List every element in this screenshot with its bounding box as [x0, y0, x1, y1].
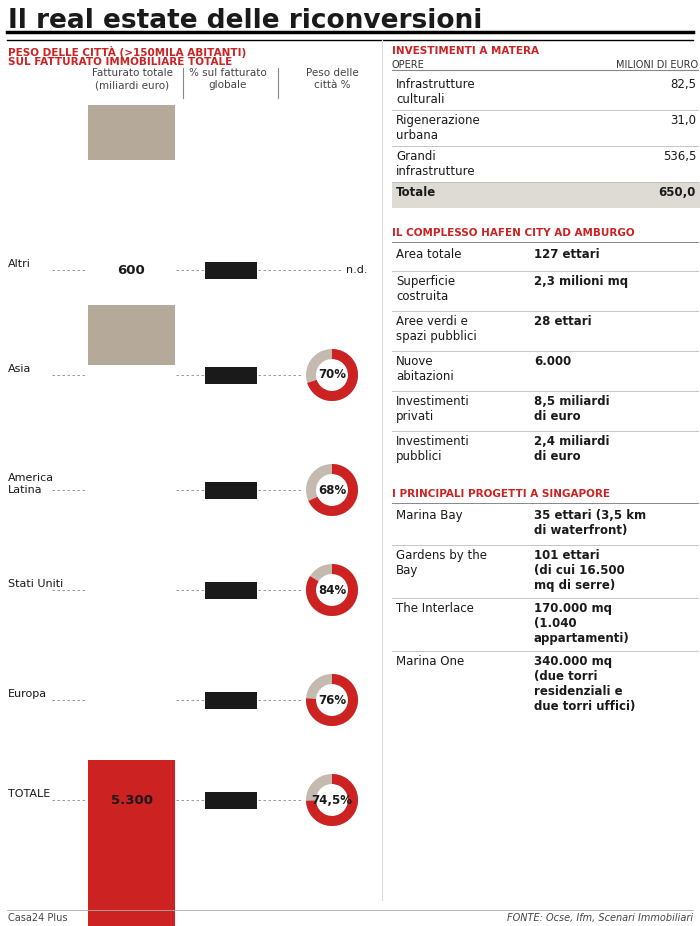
Text: Infrastrutture
culturali: Infrastrutture culturali — [396, 78, 475, 106]
Text: 31,0: 31,0 — [670, 114, 696, 127]
Bar — [88, 760, 175, 926]
Text: 5.300: 5.300 — [111, 794, 153, 807]
Bar — [205, 582, 257, 598]
Text: MILIONI DI EURO: MILIONI DI EURO — [616, 60, 698, 70]
Text: Altri: Altri — [8, 259, 31, 269]
Text: Europa: Europa — [8, 689, 47, 699]
Text: 8,5%: 8,5% — [216, 492, 246, 502]
Bar — [205, 482, 257, 498]
Text: 1.350: 1.350 — [111, 694, 153, 707]
Text: Investimenti
pubblici: Investimenti pubblici — [396, 435, 470, 463]
Text: 600: 600 — [118, 264, 146, 277]
Text: 84%: 84% — [318, 583, 346, 596]
Wedge shape — [307, 349, 358, 401]
Bar — [392, 182, 700, 208]
Text: % sul fatturato
globale: % sul fatturato globale — [189, 68, 267, 90]
Bar — [88, 105, 175, 160]
Text: Superficie
costruita: Superficie costruita — [396, 275, 455, 303]
Text: 536,5: 536,5 — [663, 150, 696, 163]
Text: 68%: 68% — [318, 483, 346, 496]
Text: Area totale: Area totale — [396, 248, 461, 261]
Text: 11,3%: 11,3% — [211, 271, 251, 282]
Text: The Interlace: The Interlace — [396, 602, 474, 615]
Text: 127 ettari: 127 ettari — [534, 248, 600, 261]
Text: Grandi
infrastrutture: Grandi infrastrutture — [396, 150, 475, 178]
Text: 28 ettari: 28 ettari — [534, 315, 592, 328]
Text: Peso delle
città %: Peso delle città % — [306, 68, 358, 90]
Text: Totale: Totale — [396, 186, 436, 199]
Text: TOTALE: TOTALE — [8, 789, 50, 799]
Wedge shape — [306, 774, 358, 826]
Text: Nuove
abitazioni: Nuove abitazioni — [396, 355, 454, 383]
Text: 2,3 milioni mq: 2,3 milioni mq — [534, 275, 628, 288]
Bar — [205, 692, 257, 708]
Wedge shape — [306, 564, 358, 616]
Text: 35 ettari (3,5 km
di waterfront): 35 ettari (3,5 km di waterfront) — [534, 509, 646, 537]
Text: IL COMPLESSO HAFEN CITY AD AMBURGO: IL COMPLESSO HAFEN CITY AD AMBURGO — [392, 228, 635, 238]
Text: 1.350: 1.350 — [111, 583, 153, 596]
Text: 450: 450 — [118, 483, 146, 496]
Text: Il real estate delle riconversioni: Il real estate delle riconversioni — [8, 8, 482, 34]
Text: Asia: Asia — [8, 364, 32, 374]
Text: 170.000 mq
(1.040
appartamenti): 170.000 mq (1.040 appartamenti) — [534, 602, 630, 645]
Wedge shape — [306, 674, 358, 726]
Text: 2,4 miliardi
di euro: 2,4 miliardi di euro — [534, 435, 610, 463]
Text: Stati Uniti: Stati Uniti — [8, 579, 63, 589]
Text: 1.550: 1.550 — [111, 369, 153, 382]
Text: 82,5: 82,5 — [670, 78, 696, 91]
Bar — [88, 305, 175, 365]
Text: I PRINCIPALI PROGETTI A SINGAPORE: I PRINCIPALI PROGETTI A SINGAPORE — [392, 489, 610, 499]
Text: FONTE: Ocse, Ifm, Scenari Immobiliari: FONTE: Ocse, Ifm, Scenari Immobiliari — [507, 913, 693, 923]
Bar — [205, 367, 257, 383]
Text: 70%: 70% — [318, 369, 346, 382]
Text: 74,5%: 74,5% — [312, 794, 353, 807]
Text: Rigenerazione
urbana: Rigenerazione urbana — [396, 114, 481, 142]
Text: Investimenti
privati: Investimenti privati — [396, 395, 470, 423]
Text: n.d.: n.d. — [346, 265, 368, 275]
Wedge shape — [306, 564, 358, 616]
Text: 76%: 76% — [318, 694, 346, 707]
Wedge shape — [306, 774, 358, 826]
Text: 101 ettari
(di cui 16.500
mq di serre): 101 ettari (di cui 16.500 mq di serre) — [534, 549, 624, 592]
Text: PESO DELLE CITTÀ (>150MILA ABITANTI): PESO DELLE CITTÀ (>150MILA ABITANTI) — [8, 46, 246, 58]
Text: 25,5%: 25,5% — [212, 592, 250, 602]
Bar — [205, 261, 257, 279]
Text: 8,5 miliardi
di euro: 8,5 miliardi di euro — [534, 395, 610, 423]
Bar — [88, 760, 175, 926]
Text: 29,2%: 29,2% — [211, 377, 251, 386]
Text: America
Latina: America Latina — [8, 473, 54, 494]
Text: 6.000: 6.000 — [534, 355, 571, 368]
Wedge shape — [306, 349, 358, 401]
Text: SUL FATTURATO IMMOBILIARE TOTALE: SUL FATTURATO IMMOBILIARE TOTALE — [8, 57, 232, 67]
Text: 25,5%: 25,5% — [212, 702, 250, 711]
Text: 100%: 100% — [214, 802, 248, 811]
Text: Gardens by the
Bay: Gardens by the Bay — [396, 549, 487, 577]
Text: Aree verdi e
spazi pubblici: Aree verdi e spazi pubblici — [396, 315, 477, 343]
Wedge shape — [309, 464, 358, 516]
Text: Marina One: Marina One — [396, 655, 464, 668]
Text: Casa24 Plus: Casa24 Plus — [8, 913, 67, 923]
Text: Marina Bay: Marina Bay — [396, 509, 463, 522]
Text: 340.000 mq
(due torri
residenziali e
due torri uffici): 340.000 mq (due torri residenziali e due… — [534, 655, 636, 713]
Wedge shape — [306, 464, 358, 516]
Text: OPERE: OPERE — [392, 60, 425, 70]
Text: Fatturato totale
(miliardi euro): Fatturato totale (miliardi euro) — [92, 68, 172, 90]
Wedge shape — [306, 674, 358, 726]
Bar — [205, 792, 257, 808]
Text: 650,0: 650,0 — [659, 186, 696, 199]
Text: INVESTIMENTI A MATERA: INVESTIMENTI A MATERA — [392, 46, 539, 56]
